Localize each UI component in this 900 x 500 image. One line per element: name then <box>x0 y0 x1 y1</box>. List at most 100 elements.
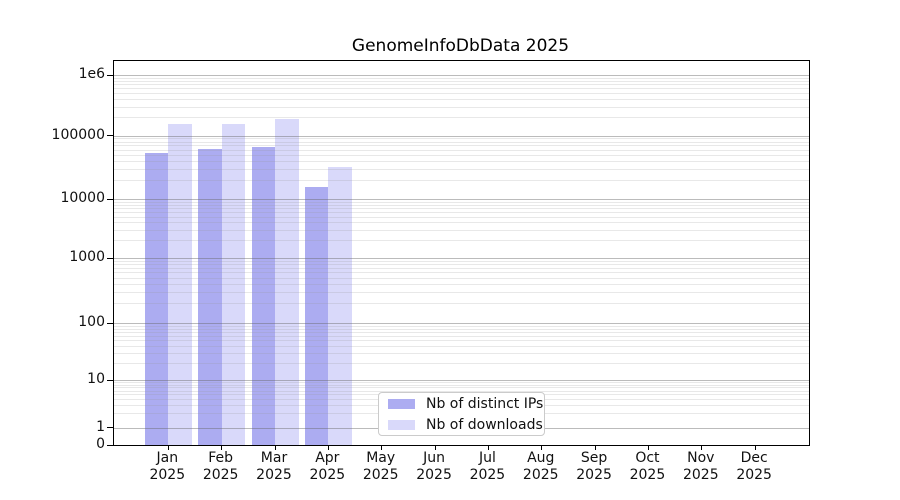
minor-gridline <box>114 88 809 90</box>
minor-gridline <box>114 93 809 95</box>
bar-distinct-ips-feb <box>198 148 222 445</box>
x-tick-label: Nov 2025 <box>661 450 741 484</box>
minor-gridline <box>114 201 809 203</box>
minor-gridline <box>114 268 809 270</box>
x-tick-mark <box>381 445 383 450</box>
major-gridline <box>114 323 809 324</box>
x-tick-label: Jul 2025 <box>447 450 527 484</box>
minor-gridline <box>114 99 809 101</box>
x-tick-month: Jul <box>478 450 496 466</box>
x-tick-mark <box>647 445 649 450</box>
x-tick-label: Aug 2025 <box>501 450 581 484</box>
minor-gridline <box>114 84 809 86</box>
minor-gridline <box>114 291 809 293</box>
x-tick-mark <box>701 445 703 450</box>
y-tick-mark <box>107 198 113 200</box>
minor-gridline <box>114 352 809 354</box>
minor-gridline <box>114 212 809 214</box>
y-tick-label: 1 <box>96 418 105 435</box>
x-tick-mark <box>754 445 756 450</box>
minor-gridline <box>114 208 809 210</box>
x-tick-mark <box>594 445 596 450</box>
y-tick-mark <box>107 379 113 381</box>
minor-gridline <box>114 331 809 333</box>
bar-downloads-feb <box>221 123 246 445</box>
legend-box: Nb of distinct IPs Nb of downloads <box>378 392 545 436</box>
minor-gridline <box>114 141 809 143</box>
minor-gridline <box>114 303 809 305</box>
legend-swatch-downloads <box>388 419 415 430</box>
minor-gridline <box>114 77 809 79</box>
x-tick-month: Jan <box>156 450 179 466</box>
minor-gridline <box>114 149 809 151</box>
y-tick-label: 10000 <box>60 190 105 206</box>
x-tick-year: 2025 <box>469 467 506 483</box>
minor-gridline <box>114 390 809 392</box>
minor-gridline <box>114 216 809 218</box>
minor-gridline <box>114 204 809 206</box>
x-tick-mark <box>221 445 223 450</box>
x-tick-year: 2025 <box>256 467 292 483</box>
minor-gridline <box>114 335 809 337</box>
minor-gridline <box>114 179 809 181</box>
y-tick-label: 100000 <box>51 126 105 143</box>
x-tick-month: Feb <box>208 450 234 466</box>
legend-label-downloads: Nb of downloads <box>426 416 543 433</box>
x-tick-year: 2025 <box>576 467 612 483</box>
minor-gridline <box>114 277 809 279</box>
x-tick-month: Oct <box>635 450 660 466</box>
bar-downloads-mar <box>275 119 299 445</box>
x-tick-mark <box>327 445 329 450</box>
minor-gridline <box>114 154 809 156</box>
x-tick-month: Mar <box>260 450 288 466</box>
bar-downloads-apr <box>328 166 352 445</box>
x-tick-month: Nov <box>687 450 715 466</box>
x-tick-label: Sep 2025 <box>554 450 634 484</box>
y-tick-label: 100 <box>78 314 105 330</box>
x-tick-month: Apr <box>315 450 340 466</box>
legend-label-distinct-ips: Nb of distinct IPs <box>426 395 544 412</box>
x-tick-label: Feb 2025 <box>181 450 261 484</box>
minor-gridline <box>114 362 809 364</box>
x-tick-year: 2025 <box>149 467 186 483</box>
x-tick-mark <box>434 445 436 450</box>
minor-gridline <box>114 325 809 327</box>
x-tick-label: Dec 2025 <box>714 450 794 484</box>
y-tick-mark <box>107 257 113 259</box>
legend-swatch-distinct-ips <box>388 398 415 409</box>
minor-gridline <box>114 384 809 386</box>
x-tick-year: 2025 <box>736 467 772 483</box>
chart-title: GenomeInfoDbData 2025 <box>351 36 570 56</box>
minor-gridline <box>114 138 809 140</box>
minor-gridline <box>114 106 809 108</box>
x-tick-month: May <box>366 450 396 466</box>
x-tick-year: 2025 <box>416 467 452 483</box>
x-tick-year: 2025 <box>362 467 399 483</box>
x-tick-mark <box>541 445 543 450</box>
x-tick-label: May 2025 <box>341 450 421 484</box>
major-gridline <box>114 75 809 76</box>
bar-distinct-ips-mar <box>251 146 275 445</box>
minor-gridline <box>114 382 809 384</box>
minor-gridline <box>114 387 809 389</box>
major-gridline <box>114 135 809 137</box>
x-tick-month: Aug <box>527 450 555 466</box>
minor-gridline <box>114 260 809 262</box>
x-tick-mark <box>167 445 169 450</box>
x-tick-month: Sep <box>580 450 608 466</box>
minor-gridline <box>114 222 809 224</box>
y-tick-label: 0 <box>96 436 105 452</box>
y-tick-label: 10 <box>87 371 105 387</box>
y-tick-mark <box>107 135 113 136</box>
minor-gridline <box>114 328 809 330</box>
plot-area <box>107 60 810 450</box>
y-tick-label: 1000 <box>69 249 105 265</box>
x-tick-mark <box>274 445 276 450</box>
minor-gridline <box>114 168 809 170</box>
minor-gridline <box>114 80 809 82</box>
x-tick-mark <box>487 445 489 450</box>
x-tick-year: 2025 <box>682 467 719 483</box>
x-tick-month: Jun <box>423 450 445 466</box>
major-gridline <box>114 199 809 200</box>
x-tick-label: Jun 2025 <box>394 450 474 484</box>
